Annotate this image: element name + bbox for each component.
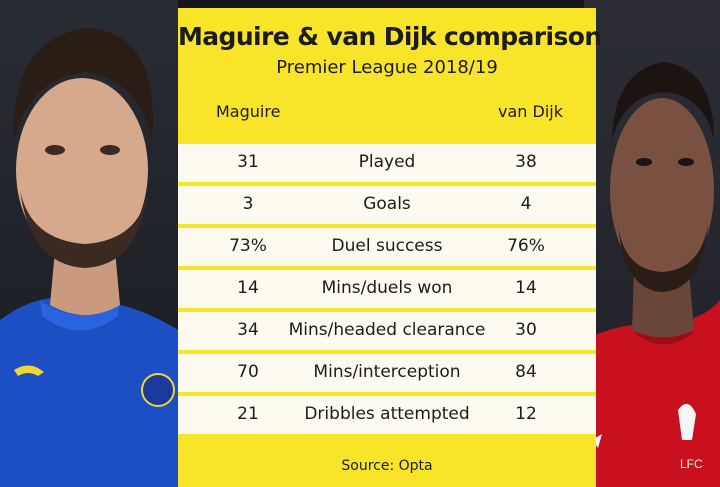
- left-value: 73%: [229, 236, 267, 256]
- right-value: 4: [520, 194, 532, 214]
- left-player-name: Maguire: [216, 102, 281, 121]
- left-player-photo: [0, 0, 178, 487]
- stat-row-mins-headed-clearance: 34 Mins/headed clearance 30: [178, 312, 596, 350]
- left-player-illustration: [0, 28, 178, 487]
- metric-label: Mins/duels won: [321, 278, 453, 298]
- stat-row-duel-success: 73% Duel success 76%: [178, 228, 596, 266]
- right-value: 84: [515, 362, 537, 382]
- metric-label: Played: [358, 152, 416, 172]
- stat-row-played: 31 Played 38: [178, 144, 596, 182]
- graphic-subtitle: Premier League 2018/19: [276, 57, 498, 78]
- stat-row-dribbles-attempted: 21 Dribbles attempted 12: [178, 396, 596, 434]
- metric-label: Duel success: [331, 236, 443, 256]
- metric-label: Dribbles attempted: [304, 404, 470, 424]
- left-value: 21: [237, 404, 259, 424]
- right-player-illustration: LFC: [584, 62, 720, 487]
- stat-row-mins-duels-won: 14 Mins/duels won 14: [178, 270, 596, 308]
- right-value: 14: [515, 278, 537, 298]
- graphic-title: Maguire & van Dijk comparison: [178, 22, 602, 51]
- right-value: 38: [515, 152, 537, 172]
- right-player-name: van Dijk: [498, 102, 563, 121]
- left-value: 70: [237, 362, 259, 382]
- right-value: 30: [515, 320, 537, 340]
- right-value: 12: [515, 404, 537, 424]
- right-value: 76%: [507, 236, 545, 256]
- left-value: 31: [237, 152, 259, 172]
- stat-row-goals: 3 Goals 4: [178, 186, 596, 224]
- left-value: 14: [237, 278, 259, 298]
- stats-table: 31 Played 38 3 Goals 4 73% Duel success …: [178, 144, 596, 438]
- crest-text: LFC: [680, 457, 703, 471]
- metric-label: Goals: [363, 194, 411, 214]
- right-player-photo: LFC: [584, 0, 720, 487]
- stat-row-mins-interception: 70 Mins/interception 84: [178, 354, 596, 392]
- comparison-card: Maguire & van Dijk comparison Premier Le…: [178, 8, 602, 487]
- source-credit: Source: Opta: [341, 458, 433, 474]
- left-value: 3: [242, 194, 254, 214]
- left-value: 34: [237, 320, 259, 340]
- metric-label: Mins/interception: [313, 362, 461, 382]
- metric-label: Mins/headed clearance: [288, 320, 486, 340]
